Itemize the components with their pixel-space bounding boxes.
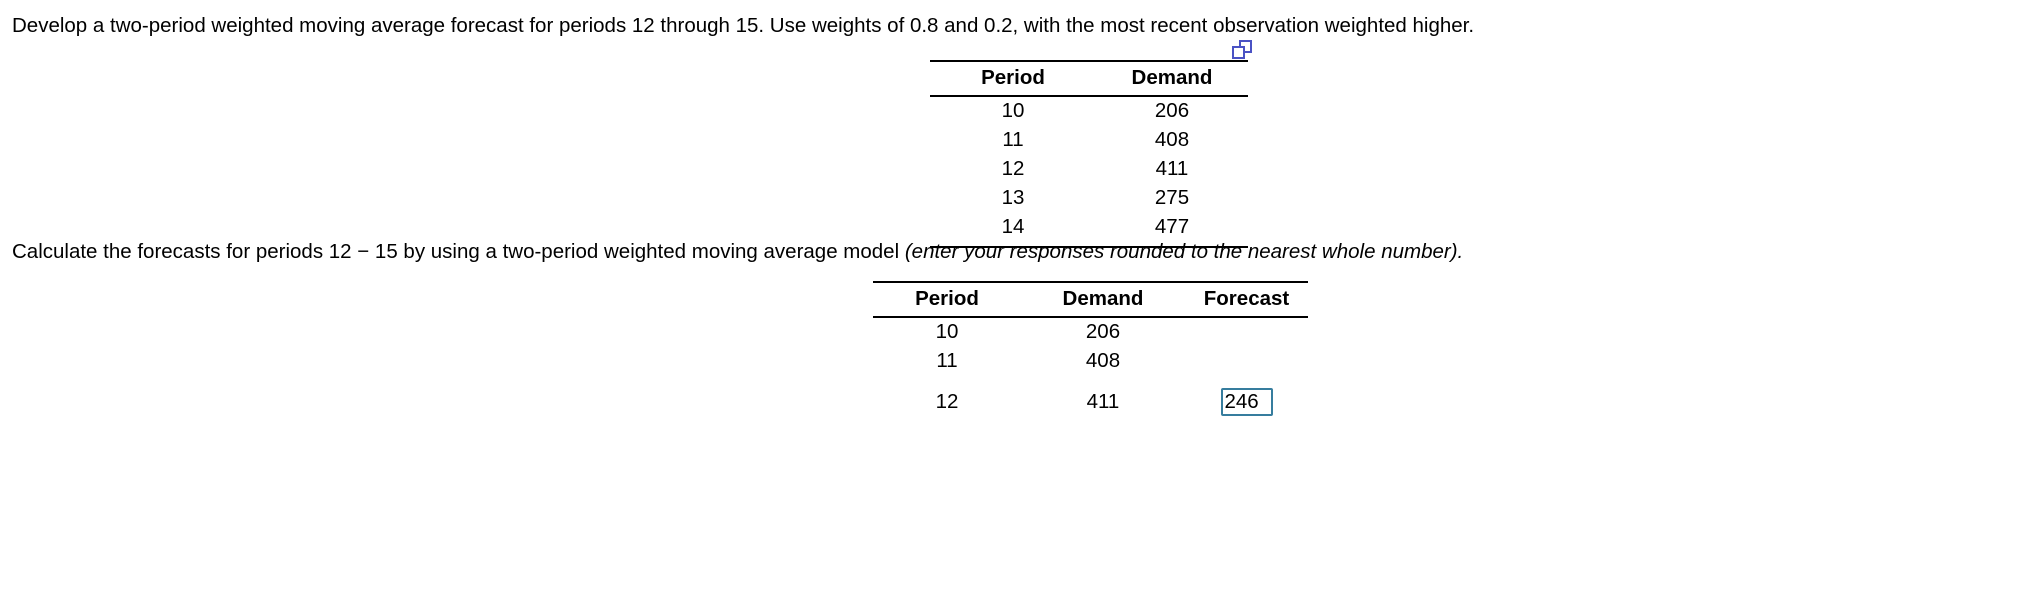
cell-demand: 206 — [1085, 320, 1121, 343]
cell-forecast — [1185, 317, 1308, 347]
cell-demand: 408 — [1085, 349, 1121, 372]
instruction-italic: (enter your responses rounded to the nea… — [904, 240, 1464, 263]
demand-table-header-row: Period Demand — [930, 60, 1248, 97]
cell-period: 12 — [935, 390, 959, 413]
table-row: 14 477 — [930, 213, 1248, 248]
table-row: 13 275 — [930, 184, 1248, 213]
cell-period: 10 — [1001, 99, 1025, 122]
copy-icon-front-square — [1232, 46, 1245, 59]
forecast-table-header-row: Period Demand Forecast — [873, 281, 1308, 318]
table-row: 11 408 — [873, 347, 1308, 376]
copy-icon[interactable] — [1232, 40, 1254, 62]
demand-table: Period Demand 10 206 11 408 12 411 13 27… — [930, 60, 1248, 248]
cell-period: 13 — [1001, 186, 1025, 209]
table-row: 12 411 — [873, 376, 1308, 422]
cell-demand: 477 — [1096, 213, 1248, 248]
cell-forecast — [1185, 376, 1308, 422]
cell-demand: 206 — [1154, 99, 1190, 122]
cell-period: 11 — [936, 349, 958, 372]
cell-demand: 275 — [1154, 186, 1190, 209]
col-header-period: Period — [930, 60, 1096, 97]
forecast-table: Period Demand Forecast 10 206 11 408 12 … — [873, 281, 1308, 422]
cell-period: 11 — [1002, 128, 1024, 151]
col-header-demand: Demand — [1096, 60, 1248, 97]
instruction-text: Calculate the forecasts for periods 12 −… — [12, 239, 1463, 266]
table-row: 10 206 — [873, 317, 1308, 347]
col-header-forecast: Forecast — [1185, 281, 1308, 318]
cell-forecast — [1185, 347, 1308, 376]
problem-statement: Develop a two-period weighted moving ave… — [12, 14, 1475, 37]
table-row: 10 206 — [930, 96, 1248, 126]
cell-demand: 411 — [1086, 390, 1120, 413]
instruction-main: Calculate the forecasts for periods 12 −… — [12, 240, 905, 263]
cell-period: 14 — [930, 213, 1096, 248]
cell-period: 10 — [935, 320, 959, 343]
col-header-period: Period — [873, 281, 1021, 318]
cell-demand: 408 — [1154, 128, 1190, 151]
col-header-demand: Demand — [1021, 281, 1185, 318]
cell-period: 12 — [1001, 157, 1025, 180]
forecast-input-period-12[interactable] — [1220, 388, 1273, 416]
table-row: 11 408 — [930, 126, 1248, 155]
table-row: 12 411 — [930, 155, 1248, 184]
cell-demand: 411 — [1155, 157, 1189, 180]
